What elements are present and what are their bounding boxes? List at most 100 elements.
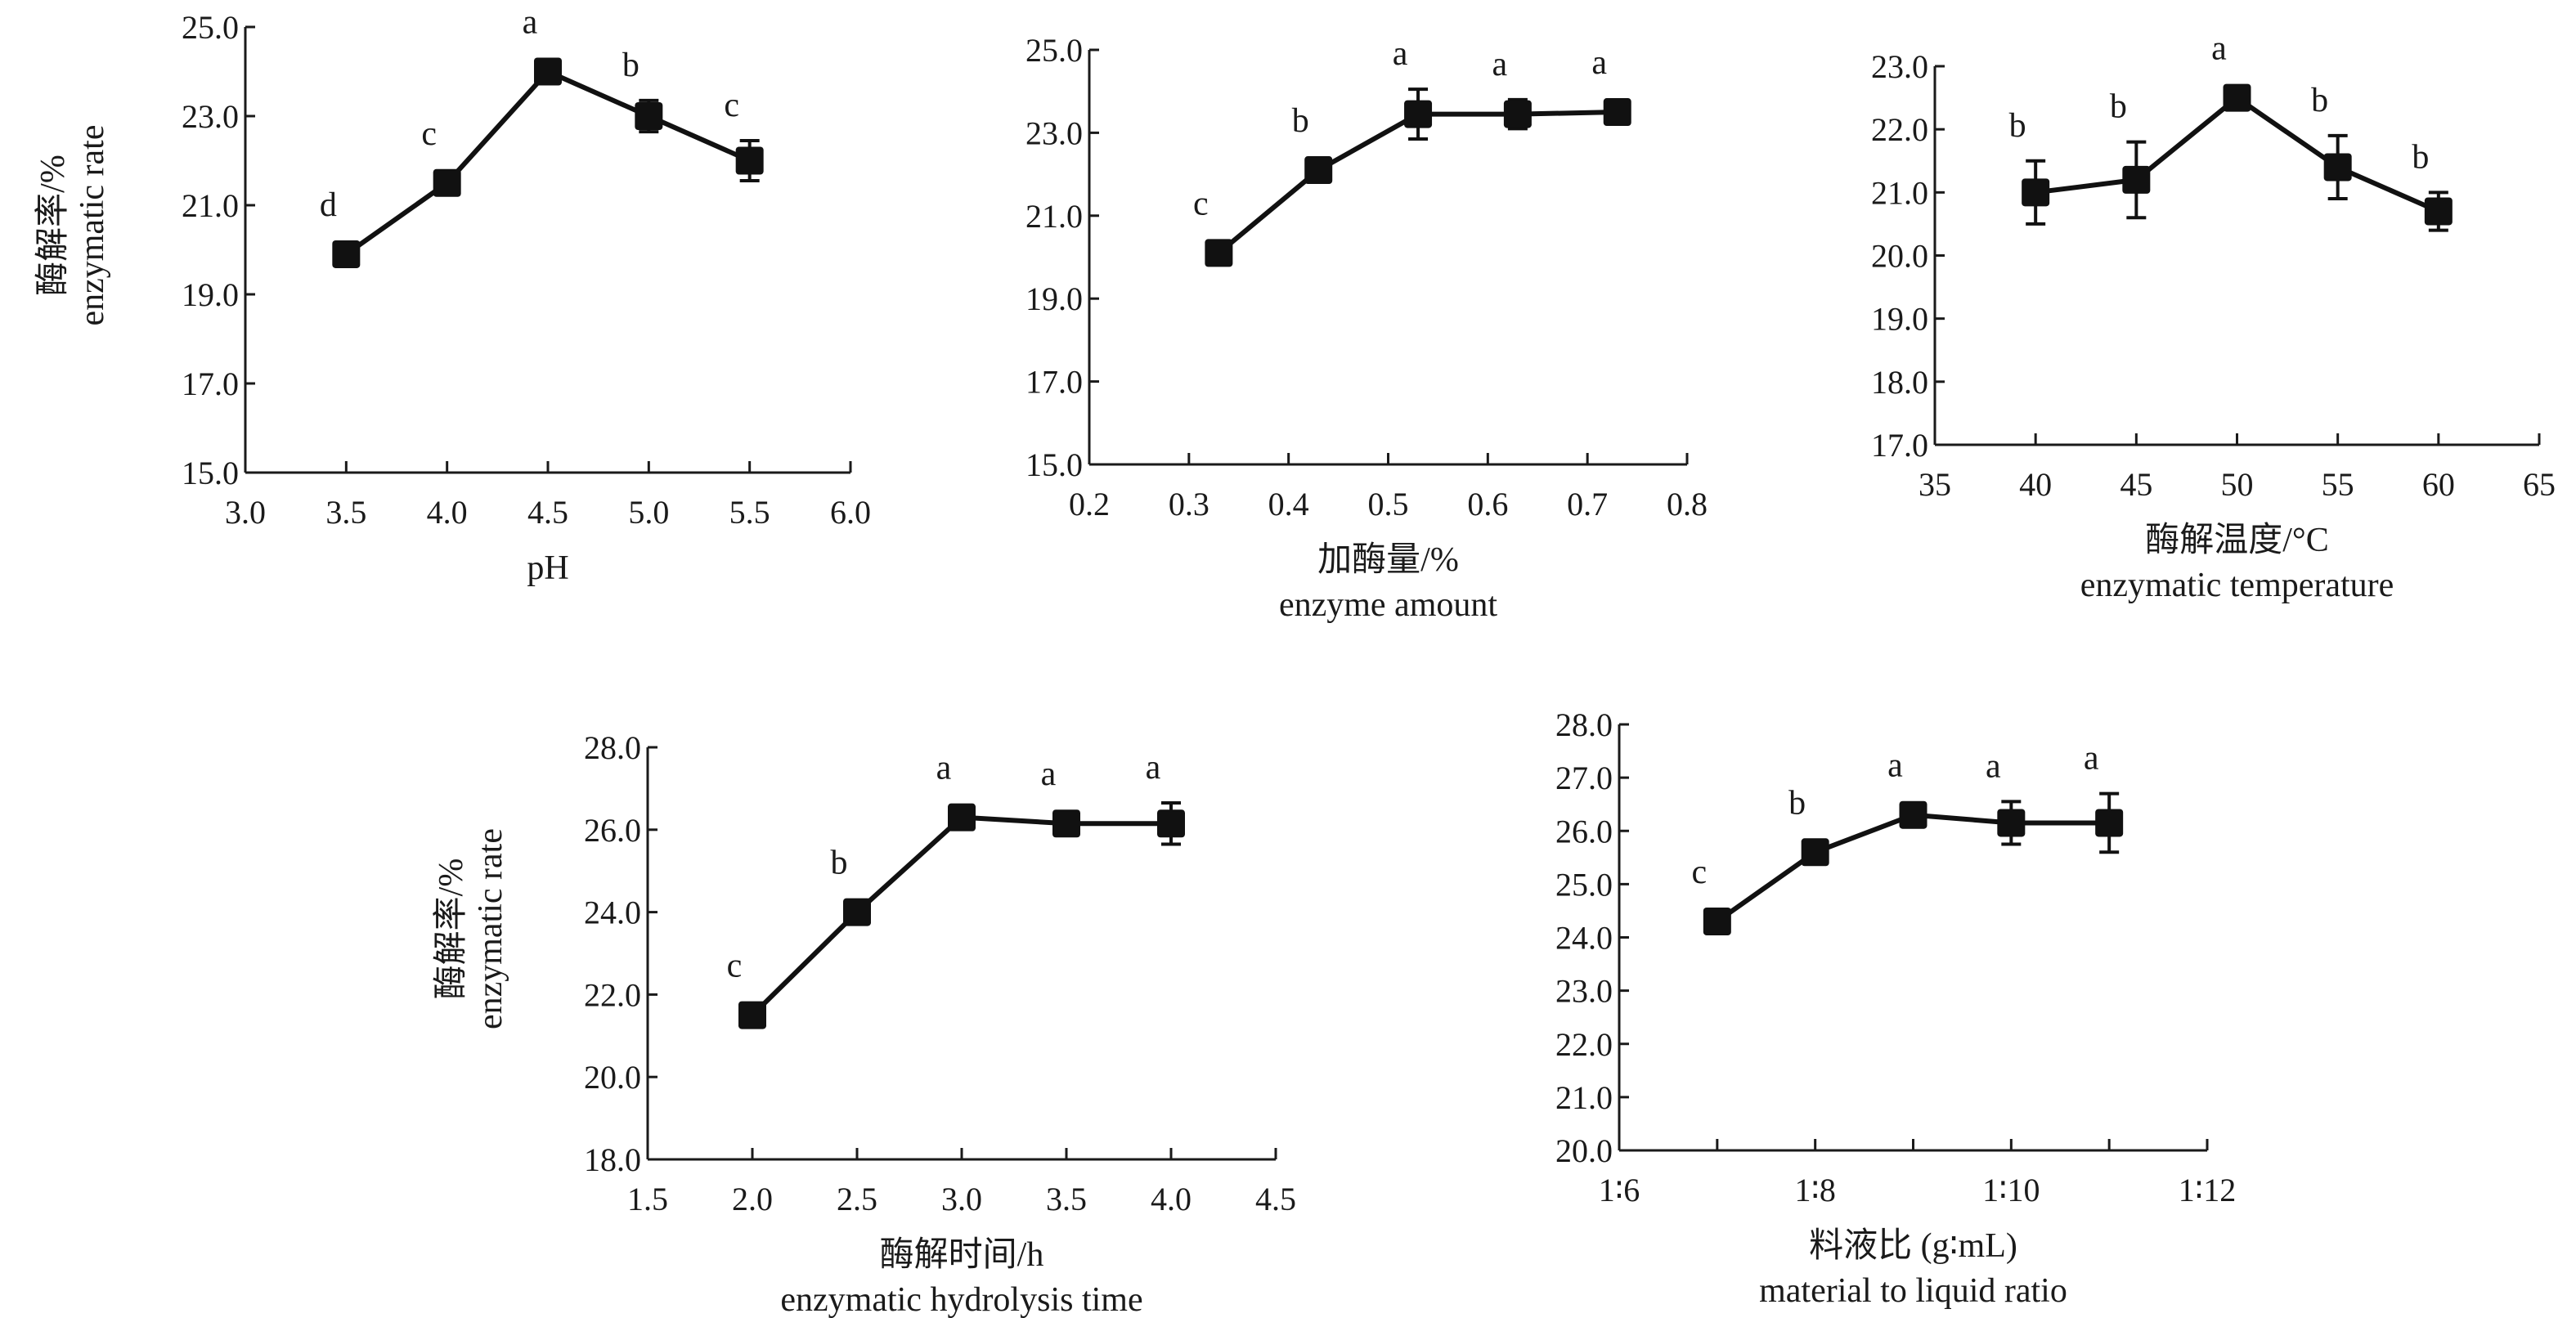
y-tick-label: 28.0: [584, 729, 641, 766]
y-tick-label: 25.0: [1025, 32, 1083, 69]
y-tick-label: 20.0: [1555, 1132, 1613, 1169]
data-point: [2223, 83, 2251, 112]
data-point: [1503, 100, 1532, 128]
y-tick-label: 23.0: [1871, 48, 1928, 85]
significance-label: b: [831, 845, 848, 882]
x-tick-label: 2.0: [732, 1181, 773, 1217]
y-tick-label: 15.0: [182, 455, 239, 491]
chart-ph: 15.0 17.0 19.0 21.0 23.0 25.0 3.0 3.5 4.0 4.5 5.0 5…: [34, 4, 871, 588]
y-tick-label: 25.0: [1555, 866, 1613, 903]
y-tick-label: 23.0: [1555, 973, 1613, 1010]
significance-label: c: [727, 948, 743, 985]
x-tick-label: 1∶6: [1599, 1172, 1640, 1208]
y-tick-label: 17.0: [1871, 427, 1928, 464]
data-point: [1404, 100, 1433, 128]
y-tick-label: 17.0: [1025, 364, 1083, 401]
x-tick-label: 55: [2322, 466, 2354, 503]
significance-label: a: [1146, 749, 1161, 787]
significance-label: a: [1591, 44, 1607, 82]
x-tick-label: 0.4: [1268, 486, 1309, 522]
significance-label: b: [2009, 107, 2026, 145]
x-tick-label: 0.7: [1567, 486, 1608, 522]
y-tick-label: 21.0: [182, 187, 239, 224]
data-point: [1899, 800, 1928, 829]
x-tick-label: 5.5: [729, 494, 770, 531]
y-tick-label: 21.0: [1025, 198, 1083, 235]
x-tick-label: 6.0: [830, 494, 871, 531]
x-tick-label: 3.5: [325, 494, 366, 531]
series-line: [2035, 95, 2440, 214]
y-tick-label: 19.0: [182, 276, 239, 313]
chart-temperature: 17.0 18.0 19.0 20.0 21.0 22.0 23.0 35 40 45 50 55 60…: [1871, 30, 2556, 604]
x-tick-label: 0.2: [1069, 486, 1110, 522]
data-point: [738, 1001, 766, 1029]
series-line: [344, 69, 751, 257]
significance-label: b: [2412, 138, 2429, 176]
x-axis-label-en: material to liquid ratio: [1759, 1272, 2067, 1310]
x-axis-label: pH: [527, 549, 568, 587]
significance-label: a: [1393, 35, 1408, 73]
significance-label: b: [622, 47, 640, 84]
y-tick-label: 25.0: [182, 9, 239, 46]
data-point: [735, 146, 764, 175]
data-point: [635, 102, 663, 130]
x-axis-label-en: enzyme amount: [1279, 586, 1497, 624]
x-tick-label: 4.5: [1255, 1181, 1296, 1217]
x-tick-label: 1∶8: [1794, 1172, 1835, 1208]
data-point: [2095, 809, 2124, 837]
x-axis-label: 加酶量/%: [1317, 541, 1459, 579]
data-point: [2323, 153, 2352, 182]
data-point: [433, 168, 461, 197]
significance-label: b: [1292, 102, 1309, 140]
data-point: [2022, 178, 2050, 207]
x-axis-label-en: enzymatic temperature: [2080, 567, 2394, 604]
y-tick-label: 20.0: [1871, 238, 1928, 275]
x-tick-label: 35: [1919, 466, 1951, 503]
data-point: [1157, 809, 1185, 838]
y-tick-label: 19.0: [1871, 301, 1928, 338]
x-tick-label: 3.0: [225, 494, 266, 531]
y-tick-label: 18.0: [1871, 364, 1928, 401]
y-tick-label: 26.0: [1555, 813, 1613, 850]
y-axis-label-en: enzymatic rate: [472, 828, 509, 1029]
significance-label: c: [1193, 185, 1209, 222]
x-tick-label: 0.8: [1667, 486, 1708, 522]
significance-label: c: [724, 87, 739, 124]
data-point: [534, 57, 562, 86]
x-tick-label: 4.0: [427, 494, 468, 531]
y-tick-label: 19.0: [1025, 280, 1083, 317]
y-tick-label: 23.0: [1025, 114, 1083, 151]
chart-enzyme-amount: 15.0 17.0 19.0 21.0 23.0 25.0 0.2 0.3 0.4 0.5 0.6 0…: [1025, 32, 1708, 624]
x-tick-label: 40: [2019, 466, 2052, 503]
x-tick-label: 3.0: [941, 1181, 982, 1217]
x-axis-label: 酶解时间/h: [880, 1236, 1044, 1274]
data-point: [1703, 907, 1731, 935]
x-tick-label: 5.0: [628, 494, 669, 531]
y-tick-label: 21.0: [1555, 1079, 1613, 1116]
x-tick-label: 50: [2221, 466, 2254, 503]
y-axis-label: 酶解率/%: [34, 155, 72, 296]
y-tick-label: 23.0: [182, 98, 239, 135]
x-axis-label: 酶解温度/°C: [2145, 522, 2328, 559]
y-tick-label: 24.0: [584, 894, 641, 931]
x-tick-label: 4.0: [1151, 1181, 1192, 1217]
x-axis-label: 料液比 (g∶mL): [1809, 1227, 2017, 1265]
y-axis-label-en: enzymatic rate: [74, 124, 111, 325]
y-tick-label: 28.0: [1555, 706, 1613, 743]
data-point: [1997, 809, 2026, 837]
data-point: [1603, 98, 1631, 127]
data-point: [332, 240, 361, 268]
data-point: [948, 803, 976, 832]
significance-label: a: [2211, 30, 2227, 68]
data-point: [1052, 809, 1080, 838]
x-tick-label: 1∶12: [2179, 1172, 2236, 1208]
x-tick-label: 45: [2120, 466, 2152, 503]
y-tick-label: 22.0: [1555, 1026, 1613, 1063]
chart-ratio: 20.0 21.0 22.0 23.0 24.0 25.0 26.0 27.0 28.0 1∶6 1…: [1555, 706, 2236, 1310]
significance-label: a: [936, 750, 952, 787]
x-tick-label: 1.5: [627, 1181, 668, 1217]
data-point: [843, 898, 871, 926]
data-point: [2122, 165, 2151, 194]
x-tick-label: 60: [2422, 466, 2455, 503]
